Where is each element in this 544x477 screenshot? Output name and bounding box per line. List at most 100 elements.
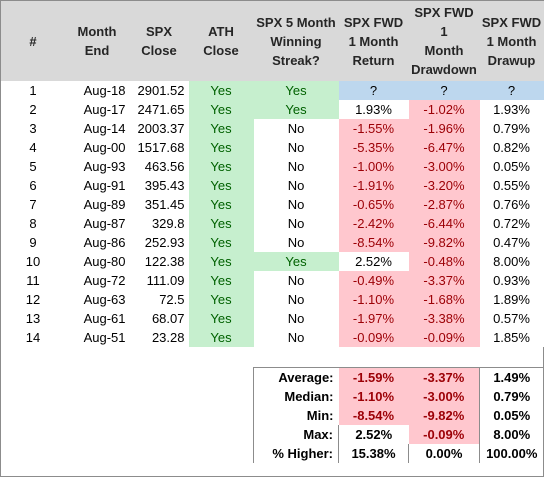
winning-streak-cell: No xyxy=(253,271,339,290)
spx-close-cell: 68.07 xyxy=(151,311,185,326)
month-end-cell: Aug-93 xyxy=(83,159,126,174)
winning-streak-cell: No xyxy=(253,176,339,195)
summary-drawup-value: 1.49% xyxy=(479,367,544,387)
fwd-drawdown-cell: -6.47% xyxy=(408,138,480,157)
summary-row: Average: -1.59% -3.37% 1.49% xyxy=(2,367,544,387)
table-row: 13 Aug-61 68.07 Yes No -1.97% -3.38% 0.57% xyxy=(2,309,544,328)
fwd-drawup-cell: 0.76% xyxy=(479,195,544,214)
empty-cell xyxy=(189,347,254,368)
table-row: 10 Aug-80 122.38 Yes Yes 2.52% -0.48% 8.00% xyxy=(2,252,544,271)
fwd-return-cell: -0.09% xyxy=(338,328,409,347)
fwd-return-cell: -0.49% xyxy=(338,271,409,290)
summary-drawup-value: 100.00% xyxy=(479,444,544,463)
summary-row: Median: -1.10% -3.00% 0.79% xyxy=(2,387,544,406)
fwd-return-cell: -5.35% xyxy=(338,138,409,157)
fwd-return-cell: -2.42% xyxy=(338,214,409,233)
fwd-return-cell: -1.00% xyxy=(338,157,409,176)
fwd-drawdown-cell: -6.44% xyxy=(408,214,480,233)
col-header-fwd-return: SPX FWD 1 Month Return xyxy=(338,1,409,81)
table-row: 5 Aug-93 463.56 Yes No -1.00% -3.00% 0.05% xyxy=(2,157,544,176)
fwd-return-cell: -1.55% xyxy=(338,119,409,138)
fwd-return-cell: -1.10% xyxy=(338,290,409,309)
winning-streak-cell: No xyxy=(253,157,339,176)
ath-close-cell: Yes xyxy=(188,233,254,252)
fwd-drawdown-cell: -9.82% xyxy=(408,233,480,252)
col-header-winning-streak: SPX 5 Month Winning Streak? xyxy=(253,1,339,81)
row-index: 11 xyxy=(26,273,40,288)
month-end-cell: Aug-86 xyxy=(83,235,126,250)
ath-close-cell: Yes xyxy=(188,271,254,290)
winning-streak-cell: No xyxy=(253,309,339,328)
row-index: 10 xyxy=(25,254,41,269)
row-index: 5 xyxy=(29,159,37,174)
data-table: # Month End SPX Close ATH Close SPX 5 Month Winn… xyxy=(1,1,544,463)
winning-streak-cell: No xyxy=(253,233,339,252)
ath-close-cell: Yes xyxy=(188,252,254,271)
row-index: 3 xyxy=(29,121,37,136)
fwd-drawdown-cell: -3.00% xyxy=(408,157,480,176)
fwd-return-cell: 1.93% xyxy=(338,100,409,119)
empty-cell xyxy=(409,347,480,368)
spx-close-cell: 329.8 xyxy=(151,216,185,231)
table-row: 2 Aug-17 2471.65 Yes Yes 1.93% -1.02% 1.93% xyxy=(2,100,544,119)
month-end-cell: Aug-61 xyxy=(83,311,126,326)
winning-streak-cell: No xyxy=(253,328,339,347)
fwd-drawdown-cell: -3.38% xyxy=(408,309,480,328)
row-index: 4 xyxy=(29,140,37,155)
spx-close-cell: 23.28 xyxy=(151,330,185,345)
ath-close-cell: Yes xyxy=(188,195,254,214)
ath-close-cell: Yes xyxy=(188,214,254,233)
fwd-drawup-cell: 0.05% xyxy=(479,157,544,176)
col-header-index: # xyxy=(1,1,65,81)
table-row: 7 Aug-89 351.45 Yes No -0.65% -2.87% 0.76% xyxy=(2,195,544,214)
row-index: 6 xyxy=(29,178,37,193)
fwd-drawup-cell: ? xyxy=(479,80,544,100)
winning-streak-cell: No xyxy=(253,195,339,214)
table-row: 6 Aug-91 395.43 Yes No -1.91% -3.20% 0.55% xyxy=(2,176,544,195)
summary-return-value: -8.54% xyxy=(338,406,409,425)
summary-label: Median: xyxy=(253,387,339,406)
winning-streak-cell: No xyxy=(253,138,339,157)
summary-return-value: 2.52% xyxy=(338,425,409,444)
ath-close-cell: Yes xyxy=(188,176,254,195)
col-header-fwd-drawdown: SPX FWD 1 Month Drawdown xyxy=(408,1,480,81)
spx-close-cell: 395.43 xyxy=(144,178,185,193)
summary-drawdown-value: -0.09% xyxy=(408,425,480,444)
winning-streak-cell: Yes xyxy=(253,80,339,100)
fwd-drawup-cell: 8.00% xyxy=(479,252,544,271)
ath-close-cell: Yes xyxy=(188,309,254,328)
summary-drawdown-value: -3.00% xyxy=(408,387,480,406)
summary-label: % Higher: xyxy=(253,444,339,463)
table-row: 8 Aug-87 329.8 Yes No -2.42% -6.44% 0.72% xyxy=(2,214,544,233)
summary-drawup-value: 0.05% xyxy=(479,406,544,425)
winning-streak-cell: Yes xyxy=(253,252,339,271)
fwd-drawup-cell: 0.82% xyxy=(479,138,544,157)
empty-cell xyxy=(2,347,65,368)
empty-cell xyxy=(2,387,254,406)
empty-cell xyxy=(339,347,409,368)
fwd-return-cell: 2.52% xyxy=(338,252,409,271)
winning-streak-cell: Yes xyxy=(253,100,339,119)
fwd-drawdown-cell: -1.02% xyxy=(408,100,480,119)
fwd-drawdown-cell: -0.09% xyxy=(408,328,480,347)
fwd-drawdown-cell: ? xyxy=(408,80,480,100)
fwd-drawup-cell: 0.47% xyxy=(479,233,544,252)
spx-close-cell: 252.93 xyxy=(144,235,185,250)
row-index: 13 xyxy=(25,311,41,326)
table-row: 9 Aug-86 252.93 Yes No -8.54% -9.82% 0.47% xyxy=(2,233,544,252)
ath-close-cell: Yes xyxy=(188,80,254,100)
fwd-return-cell: ? xyxy=(338,80,409,100)
fwd-drawdown-cell: -3.20% xyxy=(408,176,480,195)
spx-close-cell: 72.5 xyxy=(159,292,185,307)
summary-drawdown-value: 0.00% xyxy=(408,444,480,463)
empty-cell xyxy=(254,347,339,368)
row-index: 14 xyxy=(25,330,41,345)
row-index: 7 xyxy=(29,197,37,212)
month-end-cell: Aug-51 xyxy=(83,330,126,345)
month-end-cell: Aug-00 xyxy=(83,140,126,155)
fwd-return-cell: -8.54% xyxy=(338,233,409,252)
fwd-drawdown-cell: -2.87% xyxy=(408,195,480,214)
row-index: 1 xyxy=(29,83,37,98)
row-index: 2 xyxy=(29,102,37,117)
